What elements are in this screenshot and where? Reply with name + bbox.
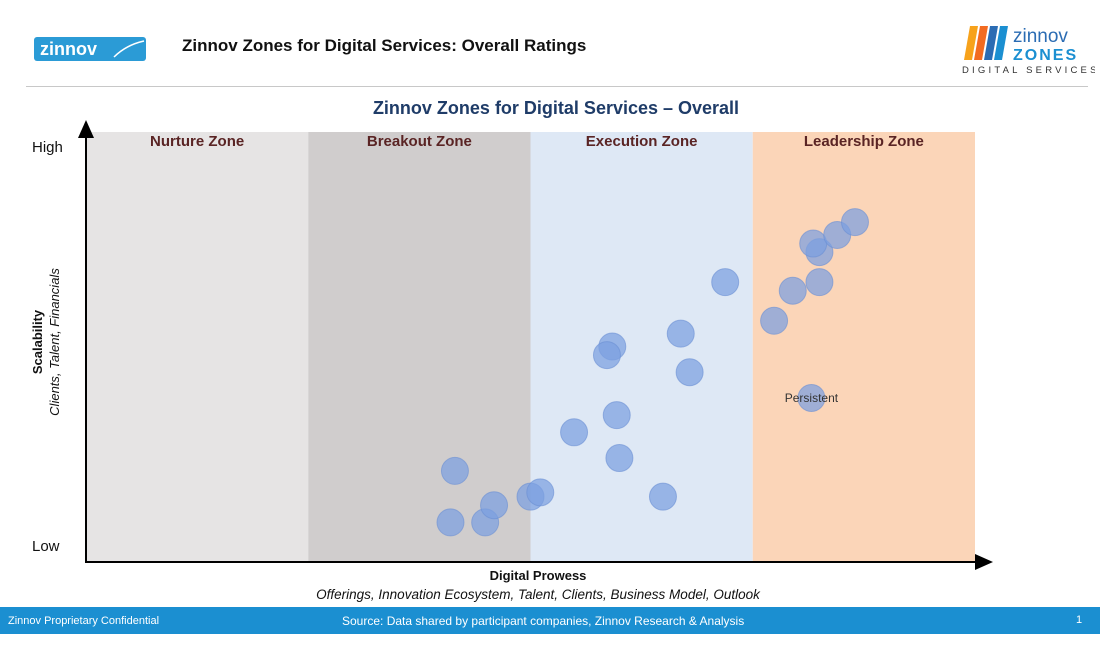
x-axis-label: Digital Prowess [489,568,587,583]
logo-word-digital-services: DIGITAL SERVICES [962,65,1095,76]
page-header-title: Zinnov Zones for Digital Services: Overa… [182,36,587,55]
data-point-16 [760,306,789,335]
data-point-17 [778,276,807,305]
data-point-12 [648,482,677,511]
zone-band-1 [86,132,309,561]
zone-band-4 [752,132,975,561]
footer-source: Source: Data shared by participant compa… [342,614,745,628]
data-point-19 [797,383,826,412]
zone-label-2: Breakout Zone [367,133,472,150]
y-axis-sublabel: Clients, Talent, Financials [47,268,62,416]
zinnov-logo: zinnov [34,37,146,61]
y-axis-label: Scalability [30,309,45,375]
logo-word-zinnov: zinnov [1013,26,1068,47]
header-divider [26,86,1088,87]
zinnov-logo-text: zinnov [40,39,97,59]
footer-bar: Zinnov Proprietary Confidential Source: … [0,607,1100,634]
page-number: 1 [1076,614,1083,626]
data-point-4 [480,491,509,520]
data-point-7 [560,418,589,447]
x-axis-sublabel: Offerings, Innovation Ecosystem, Talent,… [316,587,760,602]
logo-word-zones: ZONES [1013,47,1078,64]
data-point-13 [666,319,695,348]
zone-band-3 [530,132,753,561]
data-point-15 [711,268,740,297]
y-axis-high-label: High [32,139,63,156]
zone-band-2 [308,132,531,561]
data-point-1 [440,456,469,485]
y-axis-low-label: Low [32,538,60,555]
data-point-2 [436,508,465,537]
zone-label-1: Nurture Zone [150,133,244,150]
data-point-21 [799,229,828,258]
data-point-23 [840,208,869,237]
data-point-18 [805,268,834,297]
data-point-label-19: Persistent [785,391,839,405]
data-point-8 [605,444,634,473]
data-point-11 [592,341,621,370]
footer-confidential: Zinnov Proprietary Confidential [8,615,160,627]
zone-label-3: Execution Zone [586,133,698,150]
data-point-6 [526,478,555,507]
zinnov-zones-logo: zinnov ZONES DIGITAL SERVICES [962,26,1095,76]
zone-label-4: Leadership Zone [804,133,924,150]
data-point-14 [675,358,704,387]
data-point-9 [602,401,631,430]
chart-title: Zinnov Zones for Digital Services – Over… [372,98,740,118]
